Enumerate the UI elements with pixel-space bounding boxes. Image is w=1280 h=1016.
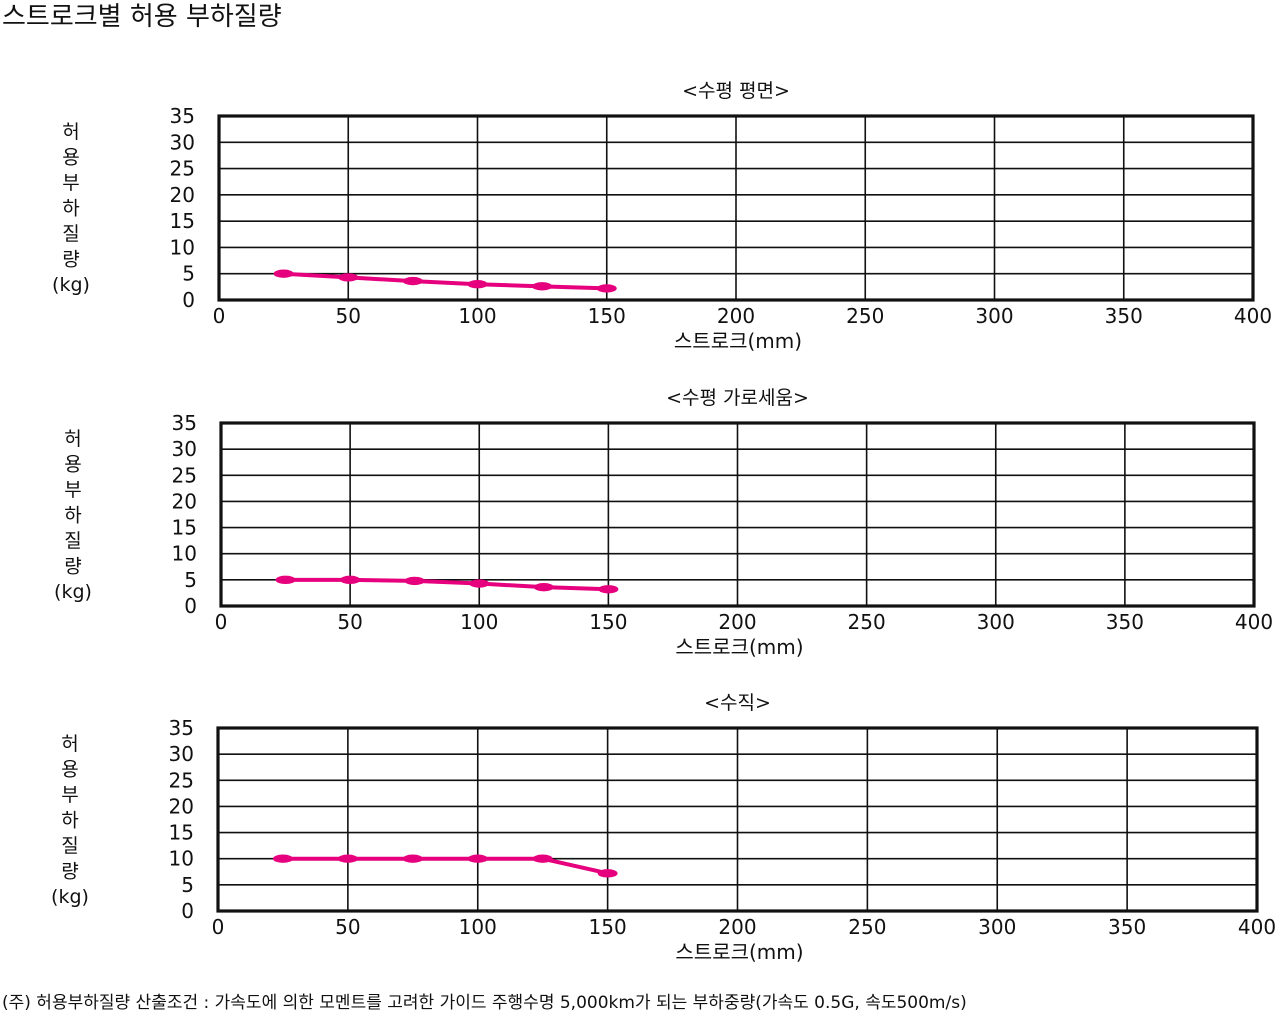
y-tick-label: 5 — [182, 262, 195, 286]
x-tick-label: 200 — [718, 610, 756, 634]
y-tick-label: 20 — [172, 489, 197, 513]
data-point — [598, 585, 619, 594]
x-tick-label: 400 — [1234, 304, 1272, 328]
x-tick-label: 200 — [718, 915, 756, 939]
plot-frame — [216, 726, 1259, 913]
x-axis-label: 스트로크(mm) — [675, 940, 803, 964]
y-tick-label: 10 — [169, 847, 194, 871]
x-tick-label: 0 — [212, 915, 225, 939]
data-point — [337, 854, 358, 863]
x-tick-label: 0 — [213, 304, 226, 328]
footnote: (주) 허용부하질량 산출조건 : 가속도에 의한 모멘트를 고려한 가이드 주… — [2, 993, 967, 1013]
x-tick-label: 150 — [589, 915, 627, 939]
data-point — [469, 579, 490, 588]
y-tick-label: 35 — [170, 104, 195, 128]
y-tick-label: 5 — [184, 568, 197, 592]
y-axis-label: 허 용 부 하 질 량 (kg) — [54, 428, 92, 603]
y-tick-label: 10 — [170, 235, 195, 259]
chart-title: <수직> — [704, 692, 771, 714]
data-point — [533, 582, 554, 592]
y-tick-label: 15 — [169, 821, 194, 845]
y-tick-label: 0 — [181, 899, 194, 923]
x-tick-label: 300 — [977, 610, 1015, 634]
y-tick-label: 25 — [172, 463, 197, 487]
data-point — [338, 273, 359, 282]
x-tick-label: 350 — [1105, 304, 1143, 328]
x-tick-label: 0 — [215, 610, 228, 634]
x-axis-label: 스트로크(mm) — [675, 635, 803, 659]
y-tick-label: 20 — [169, 794, 194, 818]
data-point — [467, 854, 488, 863]
x-tick-label: 100 — [460, 610, 498, 634]
y-tick-label: 0 — [184, 594, 197, 618]
data-point — [402, 276, 423, 286]
chart-title: <수평 평면> — [682, 80, 790, 102]
x-tick-label: 150 — [589, 610, 627, 634]
x-tick-label: 300 — [975, 304, 1013, 328]
y-tick-label: 15 — [172, 516, 197, 540]
x-tick-label: 50 — [335, 915, 360, 939]
x-tick-label: 50 — [336, 304, 361, 328]
y-tick-label: 35 — [169, 716, 194, 740]
y-tick-label: 10 — [172, 542, 197, 566]
x-tick-label: 400 — [1238, 915, 1276, 939]
x-tick-label: 350 — [1106, 610, 1144, 634]
plot-frame — [217, 114, 1255, 302]
y-tick-label: 20 — [170, 183, 195, 207]
x-tick-label: 400 — [1235, 610, 1273, 634]
y-tick-label: 15 — [170, 209, 195, 233]
y-tick-label: 5 — [181, 873, 194, 897]
series-line — [285, 577, 609, 592]
chart-title: <수평 가로세움> — [666, 387, 809, 409]
y-tick-label: 25 — [170, 157, 195, 181]
y-axis-label: 허 용 부 하 질 량 (kg) — [52, 121, 90, 296]
data-point — [273, 269, 294, 278]
x-axis-label: 스트로크(mm) — [674, 329, 802, 353]
series-line — [283, 271, 607, 291]
x-tick-label: 250 — [848, 915, 886, 939]
y-tick-label: 30 — [170, 130, 195, 154]
data-point — [467, 280, 488, 289]
data-point — [532, 282, 553, 291]
data-point — [272, 854, 293, 863]
data-point — [340, 575, 361, 585]
data-point — [532, 854, 553, 863]
data-point — [596, 284, 617, 293]
data-point — [404, 576, 425, 586]
y-axis-label: 허 용 부 하 질 량 (kg) — [51, 733, 89, 908]
x-tick-label: 150 — [588, 304, 626, 328]
x-tick-label: 50 — [337, 610, 362, 634]
x-tick-label: 250 — [846, 304, 884, 328]
x-tick-label: 250 — [848, 610, 886, 634]
y-tick-label: 0 — [182, 288, 195, 312]
data-point — [402, 854, 423, 863]
data-point — [597, 869, 618, 878]
y-tick-label: 30 — [172, 437, 197, 461]
x-tick-label: 350 — [1108, 915, 1146, 939]
x-tick-label: 200 — [717, 304, 755, 328]
x-tick-label: 300 — [978, 915, 1016, 939]
data-point — [275, 575, 296, 585]
y-tick-label: 35 — [172, 411, 197, 435]
y-tick-label: 25 — [169, 768, 194, 792]
series-line — [282, 856, 609, 876]
x-tick-label: 100 — [458, 304, 496, 328]
x-tick-label: 100 — [459, 915, 497, 939]
y-tick-label: 30 — [169, 742, 194, 766]
plot-frame — [219, 421, 1256, 608]
page-title: 스트로크별 허용 부하질량 — [2, 2, 282, 32]
